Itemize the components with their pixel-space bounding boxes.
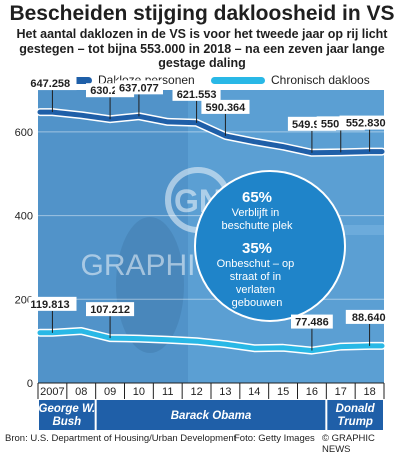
data-label-homeless-2012: 621.553 <box>177 89 217 101</box>
data-label-homeless-2013: 590.364 <box>206 102 247 114</box>
callout-pct-2: 35% <box>242 240 272 257</box>
callout-circle <box>194 170 346 322</box>
photo-credit: Foto: Getty Images <box>234 433 315 444</box>
data-label-bg-homeless-2012 <box>172 86 221 101</box>
data-label-chronic-2007: 119.813 <box>30 299 69 311</box>
president-bar-donald-trump <box>327 400 383 430</box>
source-note: Bron: U.S. Department of Housing/Urban D… <box>5 433 237 444</box>
president-label-donald-trump: Donald Trump <box>336 403 376 428</box>
x-tick-label-2017: 17 <box>335 386 347 398</box>
president-label-george-w-bush-line-2: Bush <box>52 416 81 428</box>
president-bar-barack-obama <box>96 400 326 430</box>
data-label-bg-homeless-2018 <box>339 115 388 130</box>
line-homeless <box>37 109 385 156</box>
x-axis: 2007 08 09 10 11 12 13 14 15 16 17 18 <box>37 382 385 399</box>
y-tick-label-0: 0 <box>27 378 33 390</box>
data-label-bg-homeless-2007 <box>28 76 77 91</box>
chart-subtitle: Het aantal daklozen in de VS is voor het… <box>16 27 388 70</box>
callout-text-2: Onbeschut – op straat of in verlaten geb… <box>217 258 298 309</box>
data-label-bg-chronic-2018 <box>345 309 388 324</box>
legend-chronic-label: Chronisch dakloos <box>271 73 370 87</box>
data-label-bg-homeless-2013 <box>201 99 250 114</box>
president-label-donald-trump-line-1: Donald <box>336 403 376 415</box>
x-tick-label-2009: 09 <box>104 386 116 398</box>
data-label-homeless-2018: 552.830 <box>346 118 386 130</box>
chart-title: Bescheiden stijging dakloosheid in VS <box>9 2 395 25</box>
data-label-homeless-2010: 637.077 <box>119 82 159 94</box>
x-tick-label-2010: 10 <box>133 386 145 398</box>
data-label-bg-homeless-2010 <box>114 80 163 95</box>
y-tick-label-400: 400 <box>15 211 33 223</box>
x-tick-label-2011: 11 <box>162 386 173 398</box>
president-bar-george-w-bush <box>39 400 95 430</box>
callout-text-2-line-3: verlaten <box>236 284 275 296</box>
x-tick-label-2016: 16 <box>306 386 318 398</box>
callout-text-1-line-2: beschutte plek <box>222 220 293 232</box>
data-label-homeless-2007: 647.258 <box>30 78 70 90</box>
x-tick-label-2014: 14 <box>248 386 260 398</box>
data-labels: 647.258630.227637.077621.553590.364549.9… <box>28 76 388 329</box>
legend-chronic: Chronisch dakloos <box>211 71 370 89</box>
data-label-bg-chronic-2016 <box>291 314 333 329</box>
president-label-george-w-bush: George W. Bush <box>39 403 96 428</box>
x-tick-label-2012: 12 <box>190 386 202 398</box>
president-bars: George W. Bush Barack Obama Donald Trump <box>39 400 383 430</box>
legend-chronic-swatch <box>211 76 265 84</box>
line-chronic <box>37 328 385 354</box>
president-label-george-w-bush-line-1: George W. <box>39 403 96 415</box>
series-lines <box>36 108 386 355</box>
y-tick-label-600: 600 <box>15 127 33 139</box>
president-label-barack-obama: Barack Obama <box>171 410 252 422</box>
callout-text-2-line-2: straat of in <box>230 271 281 283</box>
x-tick-label-2007: 2007 <box>40 386 64 398</box>
x-tick-label-2018: 18 <box>363 386 375 398</box>
data-label-bg-chronic-2009 <box>86 302 135 317</box>
data-label-chronic-2016: 77.486 <box>295 317 329 329</box>
callout-text-1: Verblijft in beschutte plek <box>222 207 293 232</box>
x-tick-label-2013: 13 <box>219 386 231 398</box>
x-tick-label-2015: 15 <box>277 386 289 398</box>
data-label-chronic-2009: 107.212 <box>90 304 130 316</box>
x-tick-label-2008: 08 <box>75 386 87 398</box>
graphic-news-credit: © GRAPHIC NEWS <box>322 433 375 455</box>
callout-text-2-line-1: Onbeschut – op <box>217 258 295 270</box>
callout-text-1-line-1: Verblijft in <box>232 207 280 219</box>
president-label-donald-trump-line-2: Trump <box>337 416 373 428</box>
callout-text-2-line-4: gebouwen <box>232 297 283 309</box>
year-markers <box>51 90 371 351</box>
data-label-bg-chronic-2007 <box>28 296 77 311</box>
callout-pct-1: 65% <box>242 189 272 206</box>
photo-figure <box>116 217 184 353</box>
data-label-chronic-2018: 88.640 <box>352 312 386 324</box>
